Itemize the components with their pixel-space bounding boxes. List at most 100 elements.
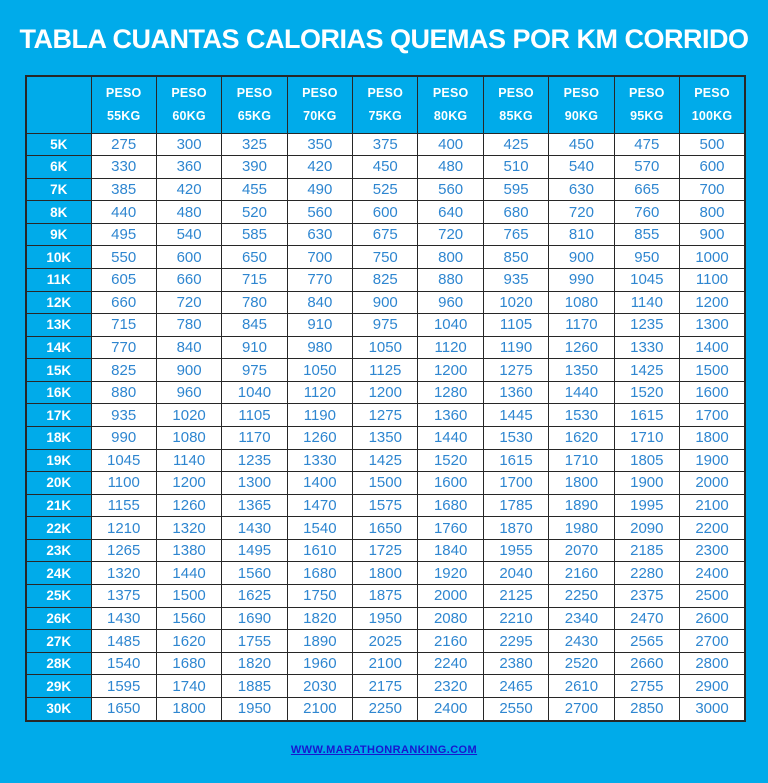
calorie-cell: 2700 <box>548 696 615 722</box>
calorie-cell: 2200 <box>679 516 746 540</box>
calorie-cell: 1330 <box>286 448 354 473</box>
calorie-cell: 605 <box>90 267 157 292</box>
calorie-cell: 1235 <box>613 313 681 337</box>
calorie-cell: 2610 <box>548 674 615 698</box>
row-label: 29K <box>25 674 92 698</box>
calorie-cell: 1275 <box>352 403 419 428</box>
column-header-word: PESO <box>432 86 469 101</box>
calorie-cell: 665 <box>613 177 681 202</box>
table-row-21k: 21K 1155 1260 1365 1470 1575 1680 1785 1890 1995 2… <box>25 493 746 518</box>
column-header-100kg: PESO 100KG <box>679 75 746 134</box>
column-header-word: PESO <box>629 86 665 101</box>
calorie-cell: 480 <box>417 155 484 179</box>
calorie-cell: 1625 <box>221 584 288 608</box>
column-header-weight: 65KG <box>237 108 272 123</box>
calorie-cell: 750 <box>352 245 419 269</box>
calorie-cell: 1105 <box>482 313 550 337</box>
calorie-cell: 1350 <box>352 426 419 450</box>
calorie-cell: 1690 <box>221 606 288 631</box>
calorie-cell: 390 <box>221 155 288 179</box>
calorie-cell: 400 <box>417 132 484 157</box>
column-header-weight: 85KG <box>499 108 533 123</box>
calorie-cell: 2375 <box>613 584 681 608</box>
calorie-cell: 520 <box>221 200 288 224</box>
row-label: 18K <box>25 426 92 450</box>
footer: WWW.MARATHONRANKING.COM <box>0 740 768 758</box>
calorie-cell: 760 <box>613 200 681 224</box>
calorie-cell: 1360 <box>482 380 550 405</box>
column-header-95kg: PESO 95KG <box>613 75 681 134</box>
calorie-cell: 1750 <box>286 584 354 608</box>
column-header-weight: 70KG <box>303 108 337 123</box>
calorie-cell: 2210 <box>482 606 550 631</box>
calorie-cell: 360 <box>155 155 223 179</box>
calorie-cell: 715 <box>90 313 157 337</box>
page-title: TABLA CUANTAS CALORIAS QUEMAS POR KM COR… <box>19 24 749 54</box>
footer-link[interactable]: WWW.MARATHONRANKING.COM <box>290 744 478 756</box>
calorie-cell: 1040 <box>221 380 288 405</box>
calorie-cell: 2250 <box>352 696 419 722</box>
calorie-cell: 475 <box>613 132 681 157</box>
calorie-cell: 1140 <box>155 448 223 473</box>
calorie-cell: 1680 <box>155 651 223 676</box>
table-row-24k: 24K 1320 1440 1560 1680 1800 1920 2040 2160 2280 2… <box>25 561 746 586</box>
row-label: 23K <box>25 538 92 563</box>
calorie-cell: 990 <box>548 267 615 292</box>
calories-table: PESO 55KG PESO 60KG PESO 65KG PESO 70KG PESO 75KG… <box>25 75 746 722</box>
calorie-cell: 900 <box>679 222 746 247</box>
calorie-cell: 1870 <box>482 516 550 540</box>
calorie-cell: 700 <box>286 245 354 269</box>
calorie-cell: 1950 <box>352 606 419 631</box>
calorie-cell: 420 <box>286 155 354 179</box>
calorie-cell: 630 <box>548 177 615 202</box>
calorie-cell: 1200 <box>155 471 223 495</box>
calorie-cell: 1650 <box>352 516 419 540</box>
calorie-cell: 2500 <box>679 584 746 608</box>
calorie-cell: 1900 <box>613 471 681 495</box>
calorie-cell: 1530 <box>482 426 550 450</box>
calorie-cell: 900 <box>548 245 615 269</box>
calorie-cell: 1125 <box>352 358 419 382</box>
row-label: 21K <box>25 493 92 518</box>
column-header-75kg: PESO 75KG <box>352 75 419 134</box>
calorie-cell: 2000 <box>417 584 484 608</box>
calorie-cell: 350 <box>286 132 354 157</box>
calorie-cell: 560 <box>417 177 484 202</box>
calorie-cell: 420 <box>155 177 223 202</box>
calorie-cell: 1920 <box>417 561 484 586</box>
column-header-weight: 100KG <box>691 108 733 123</box>
calorie-cell: 540 <box>155 222 223 247</box>
calorie-cell: 1080 <box>548 290 615 315</box>
calorie-cell: 2295 <box>482 629 550 653</box>
calorie-cell: 825 <box>352 267 419 292</box>
calorie-cell: 1100 <box>90 471 157 495</box>
calorie-cell: 675 <box>352 222 419 247</box>
table-row-9k: 9K 495 540 585 630 675 720 765 810 855 900 <box>25 222 746 247</box>
calorie-cell: 1260 <box>548 335 615 360</box>
calorie-cell: 1680 <box>286 561 354 586</box>
column-header-weight: 60KG <box>172 108 206 123</box>
calorie-cell: 495 <box>90 222 157 247</box>
calorie-cell: 1050 <box>286 358 354 382</box>
calorie-cell: 1650 <box>90 696 157 722</box>
calorie-cell: 1615 <box>482 448 550 473</box>
calorie-cell: 2900 <box>679 674 746 698</box>
row-label: 5K <box>25 132 92 157</box>
calorie-cell: 1400 <box>286 471 354 495</box>
calorie-cell: 455 <box>221 177 288 202</box>
column-header-90kg: PESO 90KG <box>548 75 615 134</box>
calorie-cell: 2240 <box>417 651 484 676</box>
calorie-cell: 1560 <box>155 606 223 631</box>
calorie-cell: 2175 <box>352 674 419 698</box>
calorie-cell: 1020 <box>155 403 223 428</box>
calorie-cell: 2080 <box>417 606 484 631</box>
calorie-cell: 1610 <box>286 538 354 563</box>
calorie-cell: 1820 <box>221 651 288 676</box>
column-header-word: PESO <box>694 86 730 101</box>
table-row-13k: 13K 715 780 845 910 975 1040 1105 1170 1235 1300 <box>25 313 746 337</box>
calorie-cell: 1530 <box>548 403 615 428</box>
calorie-cell: 2280 <box>613 561 681 586</box>
calorie-cell: 1260 <box>286 426 354 450</box>
table-row-5k: 5K 275 300 325 350 375 400 425 450 475 500 <box>25 132 746 157</box>
table-row-17k: 17K 935 1020 1105 1190 1275 1360 1445 1530 1615 17… <box>25 403 746 428</box>
